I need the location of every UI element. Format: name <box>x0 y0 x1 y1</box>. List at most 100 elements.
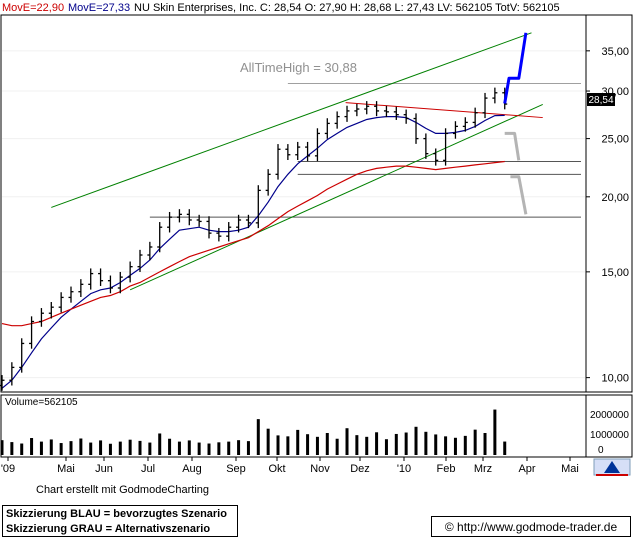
price-bar <box>236 214 242 233</box>
price-bar <box>255 185 261 229</box>
price-bar <box>295 141 301 161</box>
price-bar <box>285 144 291 161</box>
volume-bar <box>483 433 487 455</box>
price-bar <box>157 222 163 253</box>
price-bar <box>186 209 192 226</box>
volume-bar <box>197 442 201 455</box>
volume-bar <box>128 439 132 455</box>
volume-bar <box>246 441 250 455</box>
volume-bar <box>158 433 162 455</box>
volume-bar <box>424 431 428 455</box>
blue-scenario-path <box>503 32 528 104</box>
price-bars <box>0 87 508 391</box>
volume-bar <box>306 434 310 455</box>
volume-bar <box>296 429 300 455</box>
volume-bar <box>108 443 112 455</box>
price-panel <box>0 14 587 393</box>
price-bar <box>196 214 202 227</box>
volume-bar <box>266 428 270 455</box>
volume-bar <box>207 443 211 455</box>
price-bar <box>98 268 104 286</box>
price-bar <box>433 148 439 166</box>
x-tick-label: '09 <box>1 463 15 475</box>
volume-bar <box>375 432 379 455</box>
stock-chart: MovE=22,90 MovE=27,33 NU Skin Enterprise… <box>0 2 633 476</box>
moving-average-line <box>1 160 505 327</box>
volume-axis-panel <box>585 394 633 458</box>
x-tick-label: Aug <box>182 463 202 475</box>
x-tick-label: Okt <box>268 463 285 475</box>
volume-bar <box>493 409 497 455</box>
x-tick-label: Nov <box>310 463 330 475</box>
x-tick-label: Sep <box>226 463 246 475</box>
y-tick-label: 15,00 <box>601 267 629 279</box>
price-bar <box>48 302 54 319</box>
price-bar <box>413 113 419 144</box>
header: MovE=22,90 MovE=27,33 NU Skin Enterprise… <box>2 2 560 14</box>
volume-bar <box>187 440 191 455</box>
y-tick-label: 20,00 <box>601 192 629 204</box>
x-tick-label: Mrz <box>474 463 492 475</box>
x-tick-label: Mai <box>57 463 75 475</box>
price-bar <box>364 101 370 115</box>
volume-bar <box>79 438 83 455</box>
volume-bar <box>503 441 507 455</box>
scenario-legend: Skizzierung BLAU = bevorzugtes Szenario … <box>2 505 238 537</box>
header-quote-info: NU Skin Enterprises, Inc. C: 28,54 O: 27… <box>134 2 560 14</box>
price-bar <box>472 107 478 128</box>
header-ma-red: MovE=22,90 <box>2 2 64 14</box>
x-tick-label: Mai <box>561 463 579 475</box>
volume-bar <box>237 440 241 455</box>
volume-bar <box>276 435 280 455</box>
volume-bar <box>384 439 388 455</box>
volume-bar <box>99 440 103 455</box>
legend-blue-scenario: Skizzierung BLAU = bevorzugtes Szenario <box>6 508 227 520</box>
price-bar <box>127 261 133 283</box>
price-bar <box>344 105 350 122</box>
price-gridlines <box>2 50 585 379</box>
price-bar <box>482 92 488 119</box>
price-bar <box>403 109 409 124</box>
price-bar <box>117 271 123 294</box>
price-bar <box>443 128 449 166</box>
price-bar <box>452 121 458 139</box>
price-bar <box>245 214 251 229</box>
price-bar <box>29 316 35 349</box>
y-tick-label: 10,00 <box>601 373 629 385</box>
volume-bar <box>0 440 4 455</box>
nav-arrow-icon <box>604 461 620 473</box>
scenario-sketches <box>503 32 528 215</box>
volume-bar <box>345 428 349 455</box>
volume-bar <box>89 442 93 455</box>
volume-bar <box>168 438 172 455</box>
price-bar <box>9 362 15 386</box>
price-bar <box>167 211 173 233</box>
price-bar <box>226 222 232 242</box>
volume-bar <box>335 438 339 455</box>
volume-tick-label: 0 <box>598 445 604 456</box>
price-bar <box>38 308 44 327</box>
price-bar <box>324 118 330 139</box>
volume-bar <box>453 437 457 455</box>
price-bar <box>423 133 429 159</box>
price-bar <box>393 106 399 120</box>
volume-bars <box>0 409 507 455</box>
price-bar <box>206 216 212 239</box>
volume-panel <box>0 394 587 458</box>
x-tick-label: Jul <box>141 463 155 475</box>
website-link[interactable]: © http://www.godmode-trader.de <box>431 516 631 537</box>
volume-bar <box>325 433 329 455</box>
volume-bar <box>69 441 73 455</box>
trendline <box>51 32 532 208</box>
moving-averages <box>1 114 505 389</box>
price-bar <box>314 128 320 162</box>
volume-axis: 2000000 1000000 0 <box>590 410 629 456</box>
price-bar <box>78 279 84 297</box>
volume-bar <box>227 441 231 455</box>
volume-bar <box>118 441 122 455</box>
volume-bar <box>444 436 448 455</box>
volume-bar <box>414 426 418 455</box>
volume-bar <box>315 436 319 455</box>
price-bar <box>462 117 468 132</box>
volume-bar <box>473 429 477 455</box>
